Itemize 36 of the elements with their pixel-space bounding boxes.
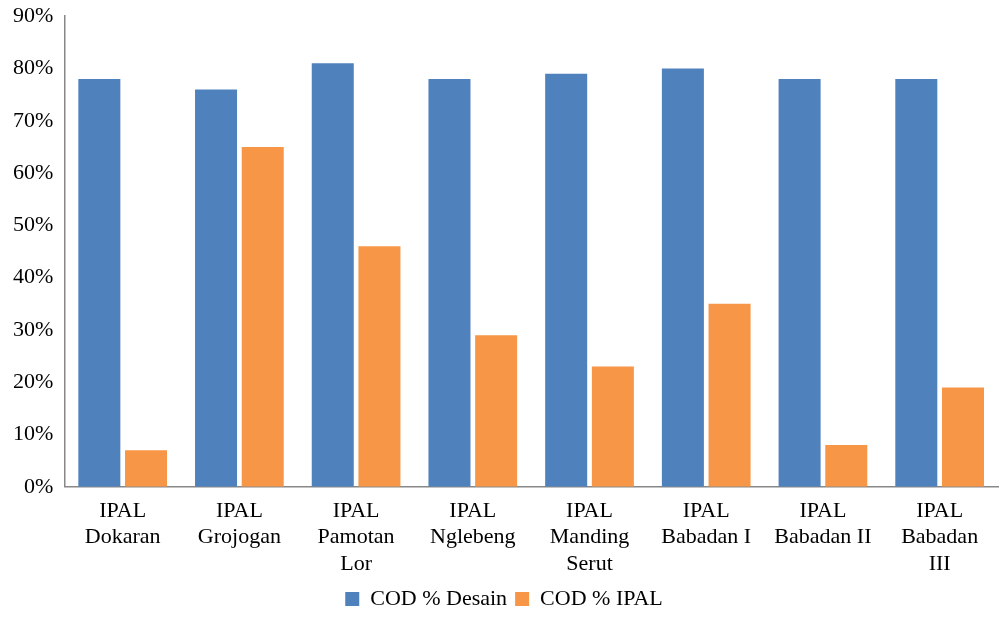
y-tick-label: 50% [13,211,54,237]
y-tick-label: 40% [13,263,54,289]
y-tick-label: 70% [13,106,54,132]
x-tick-label: IPAL Dokaran [84,496,161,549]
bar [78,78,121,487]
bar [591,366,634,487]
y-tick-label: 20% [13,368,54,393]
bar [241,146,284,487]
bar [545,73,588,487]
bar [825,444,868,487]
bar [195,89,238,487]
y-tick-label: 80% [13,54,54,80]
bar [778,78,821,487]
x-tick-label: IPAL Nglebeng [430,496,516,549]
bar [428,78,471,487]
x-tick-label: IPAL Manding Serut [549,496,630,575]
y-tick-label: 30% [13,315,54,341]
bar [475,335,518,487]
bar [661,68,704,487]
x-tick-label: IPAL Pamotan Lor [317,496,395,575]
bar [125,450,168,487]
bar [358,246,401,487]
y-tick-label: 10% [13,420,54,446]
bar [708,303,751,487]
bar [311,63,354,487]
y-tick-label: 60% [13,158,54,184]
legend-label: COD % Desain [370,584,508,610]
x-tick-label: IPAL Babadan II [774,496,872,549]
x-tick-label: IPAL Babadan III [901,496,979,575]
y-tick-label: 90% [13,1,54,27]
y-tick-label: 0% [24,472,54,498]
bar [895,78,938,487]
legend-label: COD % IPAL [540,584,663,610]
x-tick-label: IPAL Grojogan [197,496,281,549]
x-tick-label: IPAL Babadan I [661,496,752,549]
bar [941,387,984,487]
